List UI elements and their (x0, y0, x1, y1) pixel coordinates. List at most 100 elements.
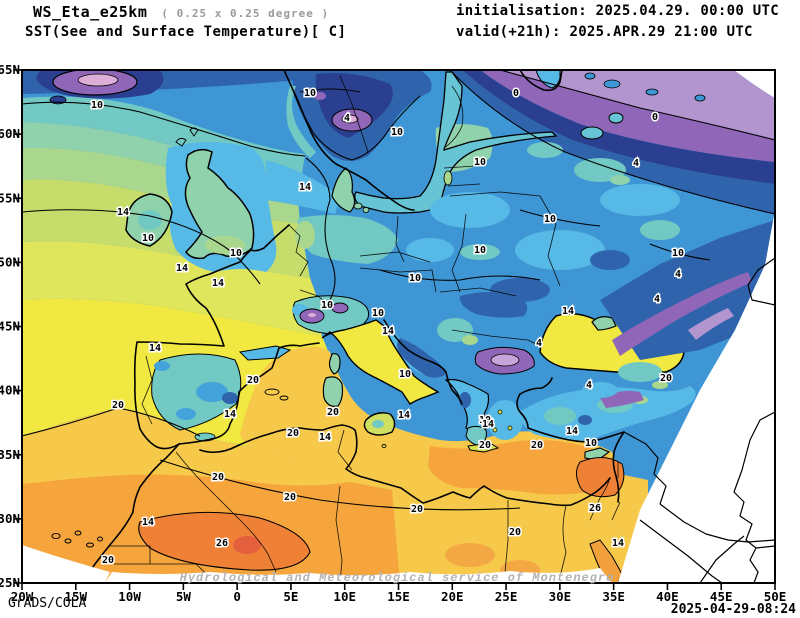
x-tick-label: 50E (764, 589, 787, 604)
x-tick-label: 0 (233, 589, 241, 604)
no-data-regions (22, 70, 775, 583)
contour-label: 10 (544, 214, 556, 225)
contour-label: 20 (247, 375, 259, 386)
x-tick-label: 20E (441, 589, 464, 604)
temperature-band-fills (22, 96, 648, 583)
y-tick-label: 50N (0, 254, 20, 269)
contour-label: 20 (509, 527, 521, 538)
white-sea (535, 70, 561, 89)
contour-label: 10 (399, 369, 411, 380)
contour-label: 4 (654, 294, 660, 305)
x-tick-label: 10E (333, 589, 356, 604)
contour-label: 14 (299, 182, 311, 193)
axis-ticks-and-labels: 20W 15W 10W 5W 0 5E 10E 15E 20E 25E 30E 35E 40E 45E 50… (0, 62, 786, 604)
contour-label: 10 (474, 157, 486, 168)
contour-label: 14 (142, 517, 154, 528)
contour-label: 10 (672, 248, 684, 259)
contour-label: 10 (479, 415, 491, 426)
northeast-cold-fills (450, 70, 775, 214)
contour-label: 20 (660, 373, 672, 384)
no-data-borders (623, 257, 775, 583)
contour-label: 14 (566, 426, 578, 437)
x-tick-label: 45E (710, 589, 733, 604)
contour-label: 14 (212, 278, 224, 289)
contour-lines (22, 70, 775, 511)
contour-label: 14 (224, 409, 236, 420)
contour-label: 20 (112, 400, 124, 411)
initialisation-time: initialisation: 2025.04.29. 00:00 UTC (456, 3, 779, 19)
product-title: SST(See and Surface Temperature)[ C] (25, 24, 347, 40)
contour-label: 10 (230, 248, 242, 259)
header-left-line1: WS_Eta_e25km ( 0.25 x 0.25 degree ) (33, 3, 329, 21)
contour-label: 10 (474, 245, 486, 256)
y-tick-label: 60N (0, 126, 20, 141)
alps-patches (292, 295, 370, 335)
valid-time: valid(+21h): 2025.APR.29 21:00 UTC (456, 24, 753, 40)
x-tick-label: 5W (176, 589, 192, 604)
contour-label: 10 (585, 438, 597, 449)
x-tick-label: 35E (602, 589, 625, 604)
canary-islands (51, 530, 103, 548)
grads-credit: GrADS/COLA (8, 596, 87, 611)
contour-label: 10 (321, 300, 333, 311)
british-isles (125, 127, 340, 272)
coastlines (81, 70, 625, 583)
x-tick-label: 15E (387, 589, 410, 604)
contour-label: 20 (102, 555, 114, 566)
render-timestamp: 2025-04-29-08:24 (670, 602, 796, 617)
contour-label: 20 (284, 492, 296, 503)
y-tick-label: 25N (0, 575, 20, 590)
x-tick-label: 20W (11, 589, 34, 604)
contour-label: 14 (319, 432, 331, 443)
contour-label: 20 (531, 440, 543, 451)
contour-label: 10 (372, 308, 384, 319)
contour-label: 20 (327, 407, 339, 418)
contour-label: 14 (149, 343, 161, 354)
contour-label: 4 (536, 338, 542, 349)
iberia-patches (151, 345, 292, 442)
contour-label: 4 (344, 113, 350, 124)
east-europe-patches (406, 142, 680, 302)
denmark-germany (295, 167, 398, 264)
country-borders (108, 75, 621, 583)
contour-label-layer: 10 10 0 4 10 0 4 10 14 14 10 10 10 10 10 14 14 10 4 4 10 14 10… (89, 87, 685, 568)
contour-label: 4 (633, 158, 639, 169)
contour-label: 20 (411, 504, 423, 515)
contour-label: 26 (589, 503, 601, 514)
resolution-label: ( 0.25 x 0.25 degree ) (161, 7, 330, 20)
contour-label: 0 (513, 88, 519, 99)
contour-label: 0 (652, 112, 658, 123)
contour-label: 20 (287, 428, 299, 439)
x-tick-label: 25E (495, 589, 518, 604)
x-tick-label: 15W (64, 589, 87, 604)
y-tick-label: 30N (0, 511, 20, 526)
watermark: Hydrological and Meteorological service … (180, 571, 615, 585)
y-tick-label: 65N (0, 62, 20, 77)
model-name: WS_Eta_e25km (33, 3, 148, 21)
x-tick-label: 30E (549, 589, 572, 604)
y-tick-label: 45N (0, 319, 20, 334)
map-graphics-layer (22, 70, 775, 583)
contour-label: 4 (675, 269, 681, 280)
contour-label: 10 (304, 88, 316, 99)
contour-label: 14 (562, 306, 574, 317)
caucasus-region (576, 220, 775, 583)
contour-label: 20 (479, 440, 491, 451)
x-tick-label: 40E (656, 589, 679, 604)
x-tick-label: 5E (283, 589, 298, 604)
contour-label: 14 (612, 538, 624, 549)
contour-label: 10 (91, 100, 103, 111)
contour-label: 14 (117, 207, 129, 218)
y-tick-label: 55N (0, 190, 20, 205)
contour-label: 14 (398, 410, 410, 421)
contour-label: 26 (216, 538, 228, 549)
contour-label: 14 (382, 326, 394, 337)
y-tick-label: 40N (0, 383, 20, 398)
x-tick-label: 10W (118, 589, 141, 604)
contour-label: 10 (142, 233, 154, 244)
contour-label: 10 (391, 127, 403, 138)
y-tick-label: 35N (0, 447, 20, 462)
contour-label: 14 (176, 263, 188, 274)
